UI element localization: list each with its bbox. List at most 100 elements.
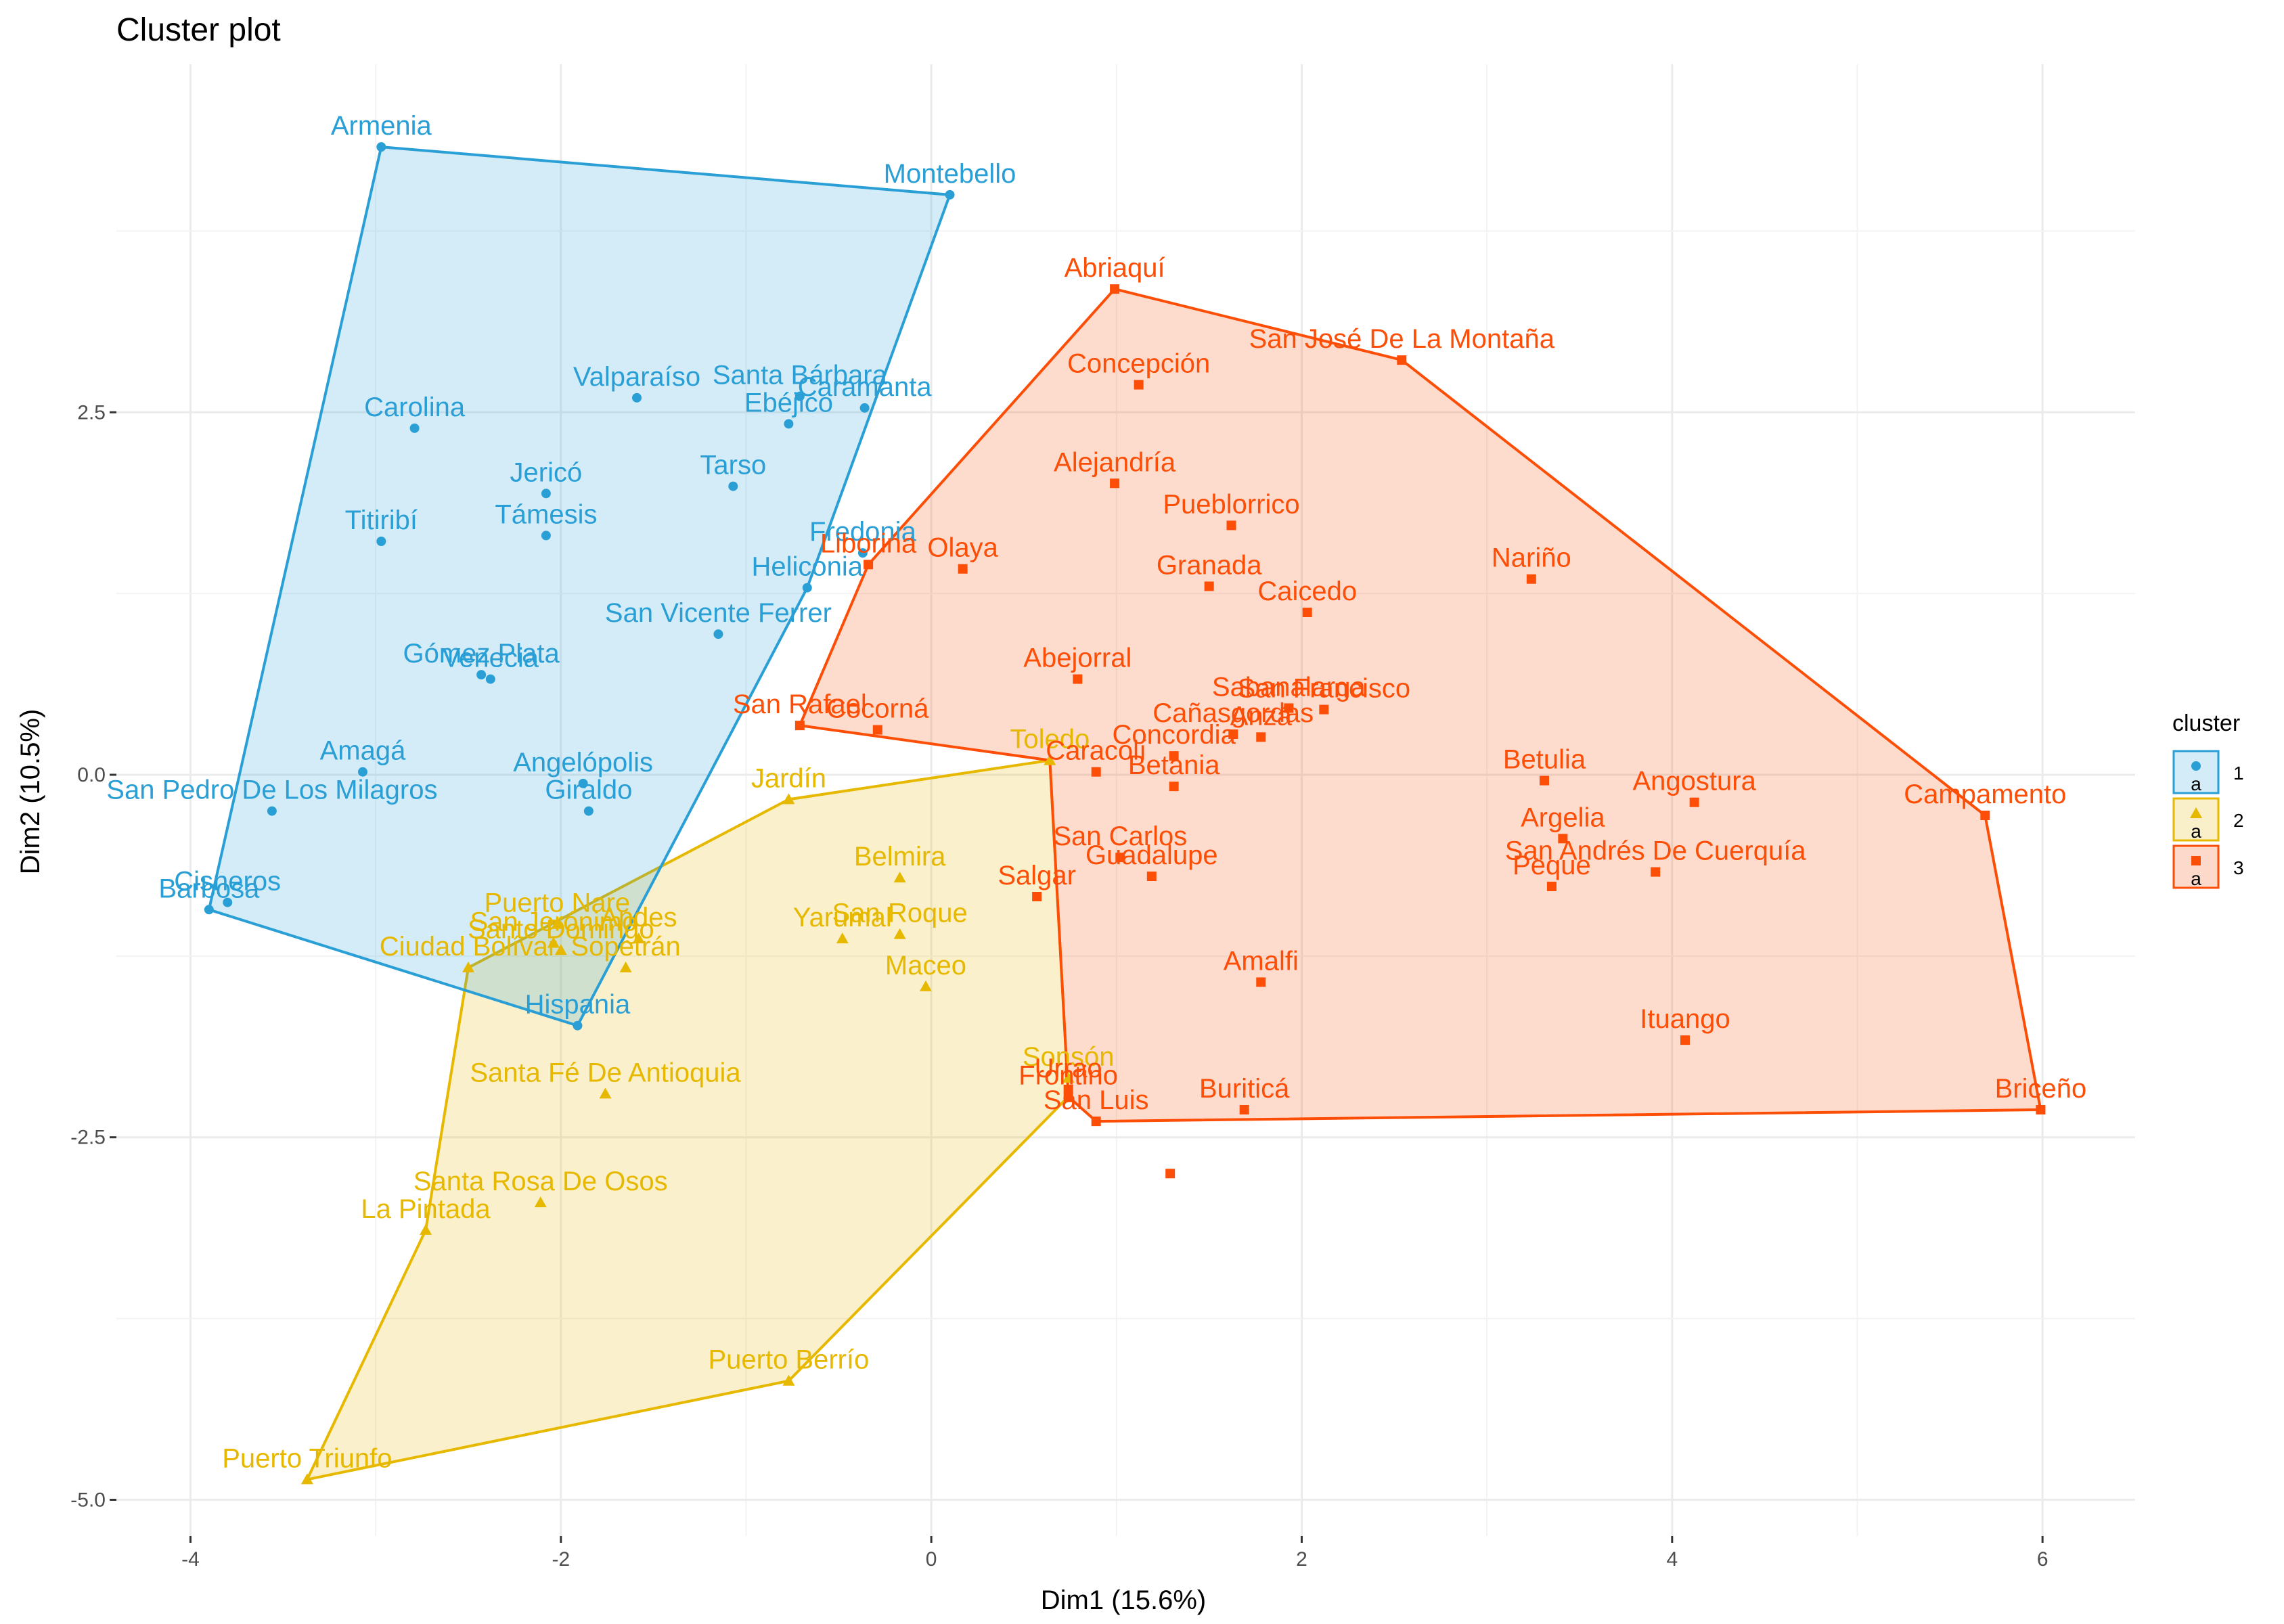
point-marker bbox=[1302, 608, 1312, 617]
point-label: Sabanalarga bbox=[1212, 672, 1366, 702]
point-label: San Francisco bbox=[1237, 674, 1410, 704]
point-label: Anzá bbox=[1230, 701, 1293, 731]
legend-key-text: a bbox=[2191, 773, 2201, 794]
point-label: Ituango bbox=[1640, 1004, 1730, 1034]
point-label: San Vicente Ferrer bbox=[605, 598, 832, 628]
point-label: Salgar bbox=[998, 861, 1076, 890]
point-label: San Rafael bbox=[733, 690, 867, 719]
point-label: Amalfi bbox=[1224, 946, 1299, 976]
point-marker bbox=[1146, 872, 1157, 881]
legend-marker bbox=[2191, 761, 2201, 771]
point-label: Santo Domingo bbox=[468, 914, 654, 944]
point-label: Titiribí bbox=[345, 505, 418, 535]
legend-title: cluster bbox=[2172, 710, 2240, 736]
point-label: Argelia bbox=[1521, 803, 1605, 832]
point-marker bbox=[1110, 284, 1120, 294]
point-marker bbox=[864, 560, 874, 570]
legend: cluster a 1 a 2 a 3 bbox=[2172, 710, 2244, 889]
point-marker bbox=[1169, 751, 1179, 761]
point-label: Heliconia bbox=[752, 552, 864, 582]
point-marker bbox=[476, 670, 487, 680]
point-label: Abriaquí bbox=[1065, 253, 1165, 283]
point-marker bbox=[573, 1020, 583, 1031]
point-label: Hispania bbox=[525, 990, 631, 1020]
point-label: Nariño bbox=[1492, 543, 1571, 573]
grid bbox=[116, 64, 2135, 1536]
point-label: Venecia bbox=[443, 644, 539, 673]
point-marker bbox=[632, 932, 645, 944]
point-label: Campamento bbox=[1904, 780, 2066, 809]
point-marker bbox=[1165, 1169, 1175, 1179]
point-marker bbox=[1091, 767, 1101, 777]
point-marker bbox=[802, 583, 812, 593]
point-label: Cisneros bbox=[174, 867, 281, 897]
legend-key-text: a bbox=[2191, 868, 2201, 889]
point-marker bbox=[728, 481, 738, 491]
point-marker bbox=[632, 392, 642, 403]
y-tick-label: 2.5 bbox=[77, 401, 106, 424]
point-marker bbox=[485, 674, 495, 684]
point-marker bbox=[794, 721, 805, 731]
point-marker bbox=[599, 1087, 612, 1099]
point-label: Alejandría bbox=[1054, 447, 1176, 477]
point-label: Concepción bbox=[1067, 349, 1210, 379]
point-label: Betania bbox=[1128, 750, 1220, 780]
point-marker bbox=[859, 403, 870, 413]
point-label: Santa Rosa De Osos bbox=[413, 1167, 668, 1196]
point-marker bbox=[893, 928, 906, 939]
point-label: Amagá bbox=[320, 736, 406, 766]
point-label: Puerto Triunfo bbox=[222, 1443, 392, 1473]
point-marker bbox=[619, 962, 632, 972]
x-axis-title: Dim1 (15.6%) bbox=[1041, 1585, 1207, 1615]
hull-cluster-3 bbox=[798, 288, 2042, 1123]
point-label: Armenia bbox=[331, 111, 432, 141]
point-marker bbox=[1169, 782, 1179, 792]
point-label: San Luis bbox=[1044, 1085, 1149, 1115]
point-label: Briceño bbox=[1995, 1074, 2087, 1104]
point-marker bbox=[784, 419, 794, 429]
point-label: Tarso bbox=[700, 451, 766, 480]
point-marker bbox=[1689, 797, 1699, 807]
point-marker bbox=[583, 806, 594, 816]
point-marker bbox=[1526, 574, 1536, 584]
y-tick-label: -2.5 bbox=[70, 1127, 106, 1149]
legend-key-2 bbox=[2172, 797, 2220, 842]
x-tick-label: 2 bbox=[1296, 1548, 1307, 1571]
hull-cluster-1 bbox=[207, 145, 951, 1027]
point-labels: Armenia Montebello Carolina Valparaíso Santa… bbox=[106, 111, 2086, 1473]
point-marker bbox=[1134, 380, 1144, 390]
point-marker bbox=[2036, 1105, 2046, 1114]
point-label: Ciudad Bolívar bbox=[380, 932, 557, 962]
point-label: Fredonia bbox=[809, 517, 917, 547]
point-marker bbox=[578, 778, 588, 788]
point-label: Olaya bbox=[927, 533, 998, 563]
point-label: San Roque bbox=[832, 899, 968, 928]
point-label: Andes bbox=[600, 903, 677, 932]
point-label: Barbosa bbox=[158, 874, 260, 903]
point-marker bbox=[1073, 674, 1083, 684]
point-label: Granada bbox=[1157, 550, 1262, 580]
point-label: Carolina bbox=[364, 392, 466, 422]
point-marker bbox=[836, 932, 849, 944]
point-label: Caramanta bbox=[798, 372, 933, 402]
point-label: Maceo bbox=[885, 951, 966, 980]
hull-cluster-2 bbox=[305, 759, 1070, 1481]
point-label: Peque bbox=[1513, 851, 1591, 880]
point-marker bbox=[1228, 729, 1238, 739]
point-label: San Carlos bbox=[1053, 821, 1187, 851]
point-marker bbox=[1256, 977, 1266, 987]
point-label: San José De La Montaña bbox=[1249, 324, 1555, 354]
legend-marker bbox=[2190, 807, 2202, 818]
point-marker bbox=[1539, 775, 1549, 786]
point-marker bbox=[376, 537, 386, 546]
x-tick-label: -2 bbox=[552, 1548, 570, 1571]
point-marker bbox=[1980, 811, 1990, 820]
point-marker bbox=[945, 189, 955, 200]
point-label: Santa Fé De Antioquia bbox=[470, 1058, 741, 1087]
x-tick-label: 0 bbox=[926, 1548, 937, 1571]
point-marker bbox=[1284, 703, 1294, 713]
point-marker bbox=[1558, 834, 1568, 844]
point-label: San Andrés De Cuerquía bbox=[1505, 836, 1806, 866]
point-marker bbox=[1062, 1071, 1075, 1083]
